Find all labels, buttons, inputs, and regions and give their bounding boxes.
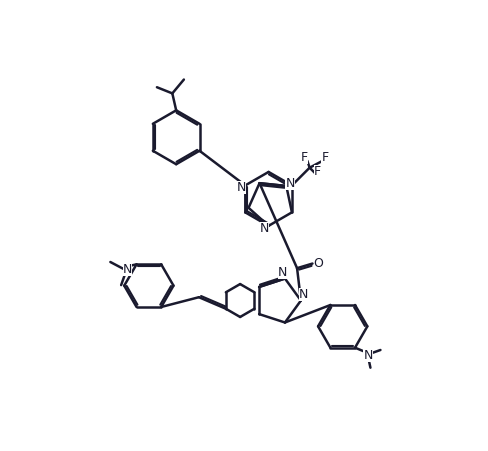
Text: O: O [314,257,324,270]
Text: N: N [364,349,373,362]
Text: N: N [278,266,287,279]
Text: N: N [122,263,132,276]
Text: N: N [285,177,295,190]
Text: F: F [314,165,321,178]
Text: N: N [237,181,246,194]
Text: N: N [260,221,269,235]
Text: F: F [301,151,308,164]
Text: F: F [322,151,328,164]
Text: N: N [299,288,308,301]
